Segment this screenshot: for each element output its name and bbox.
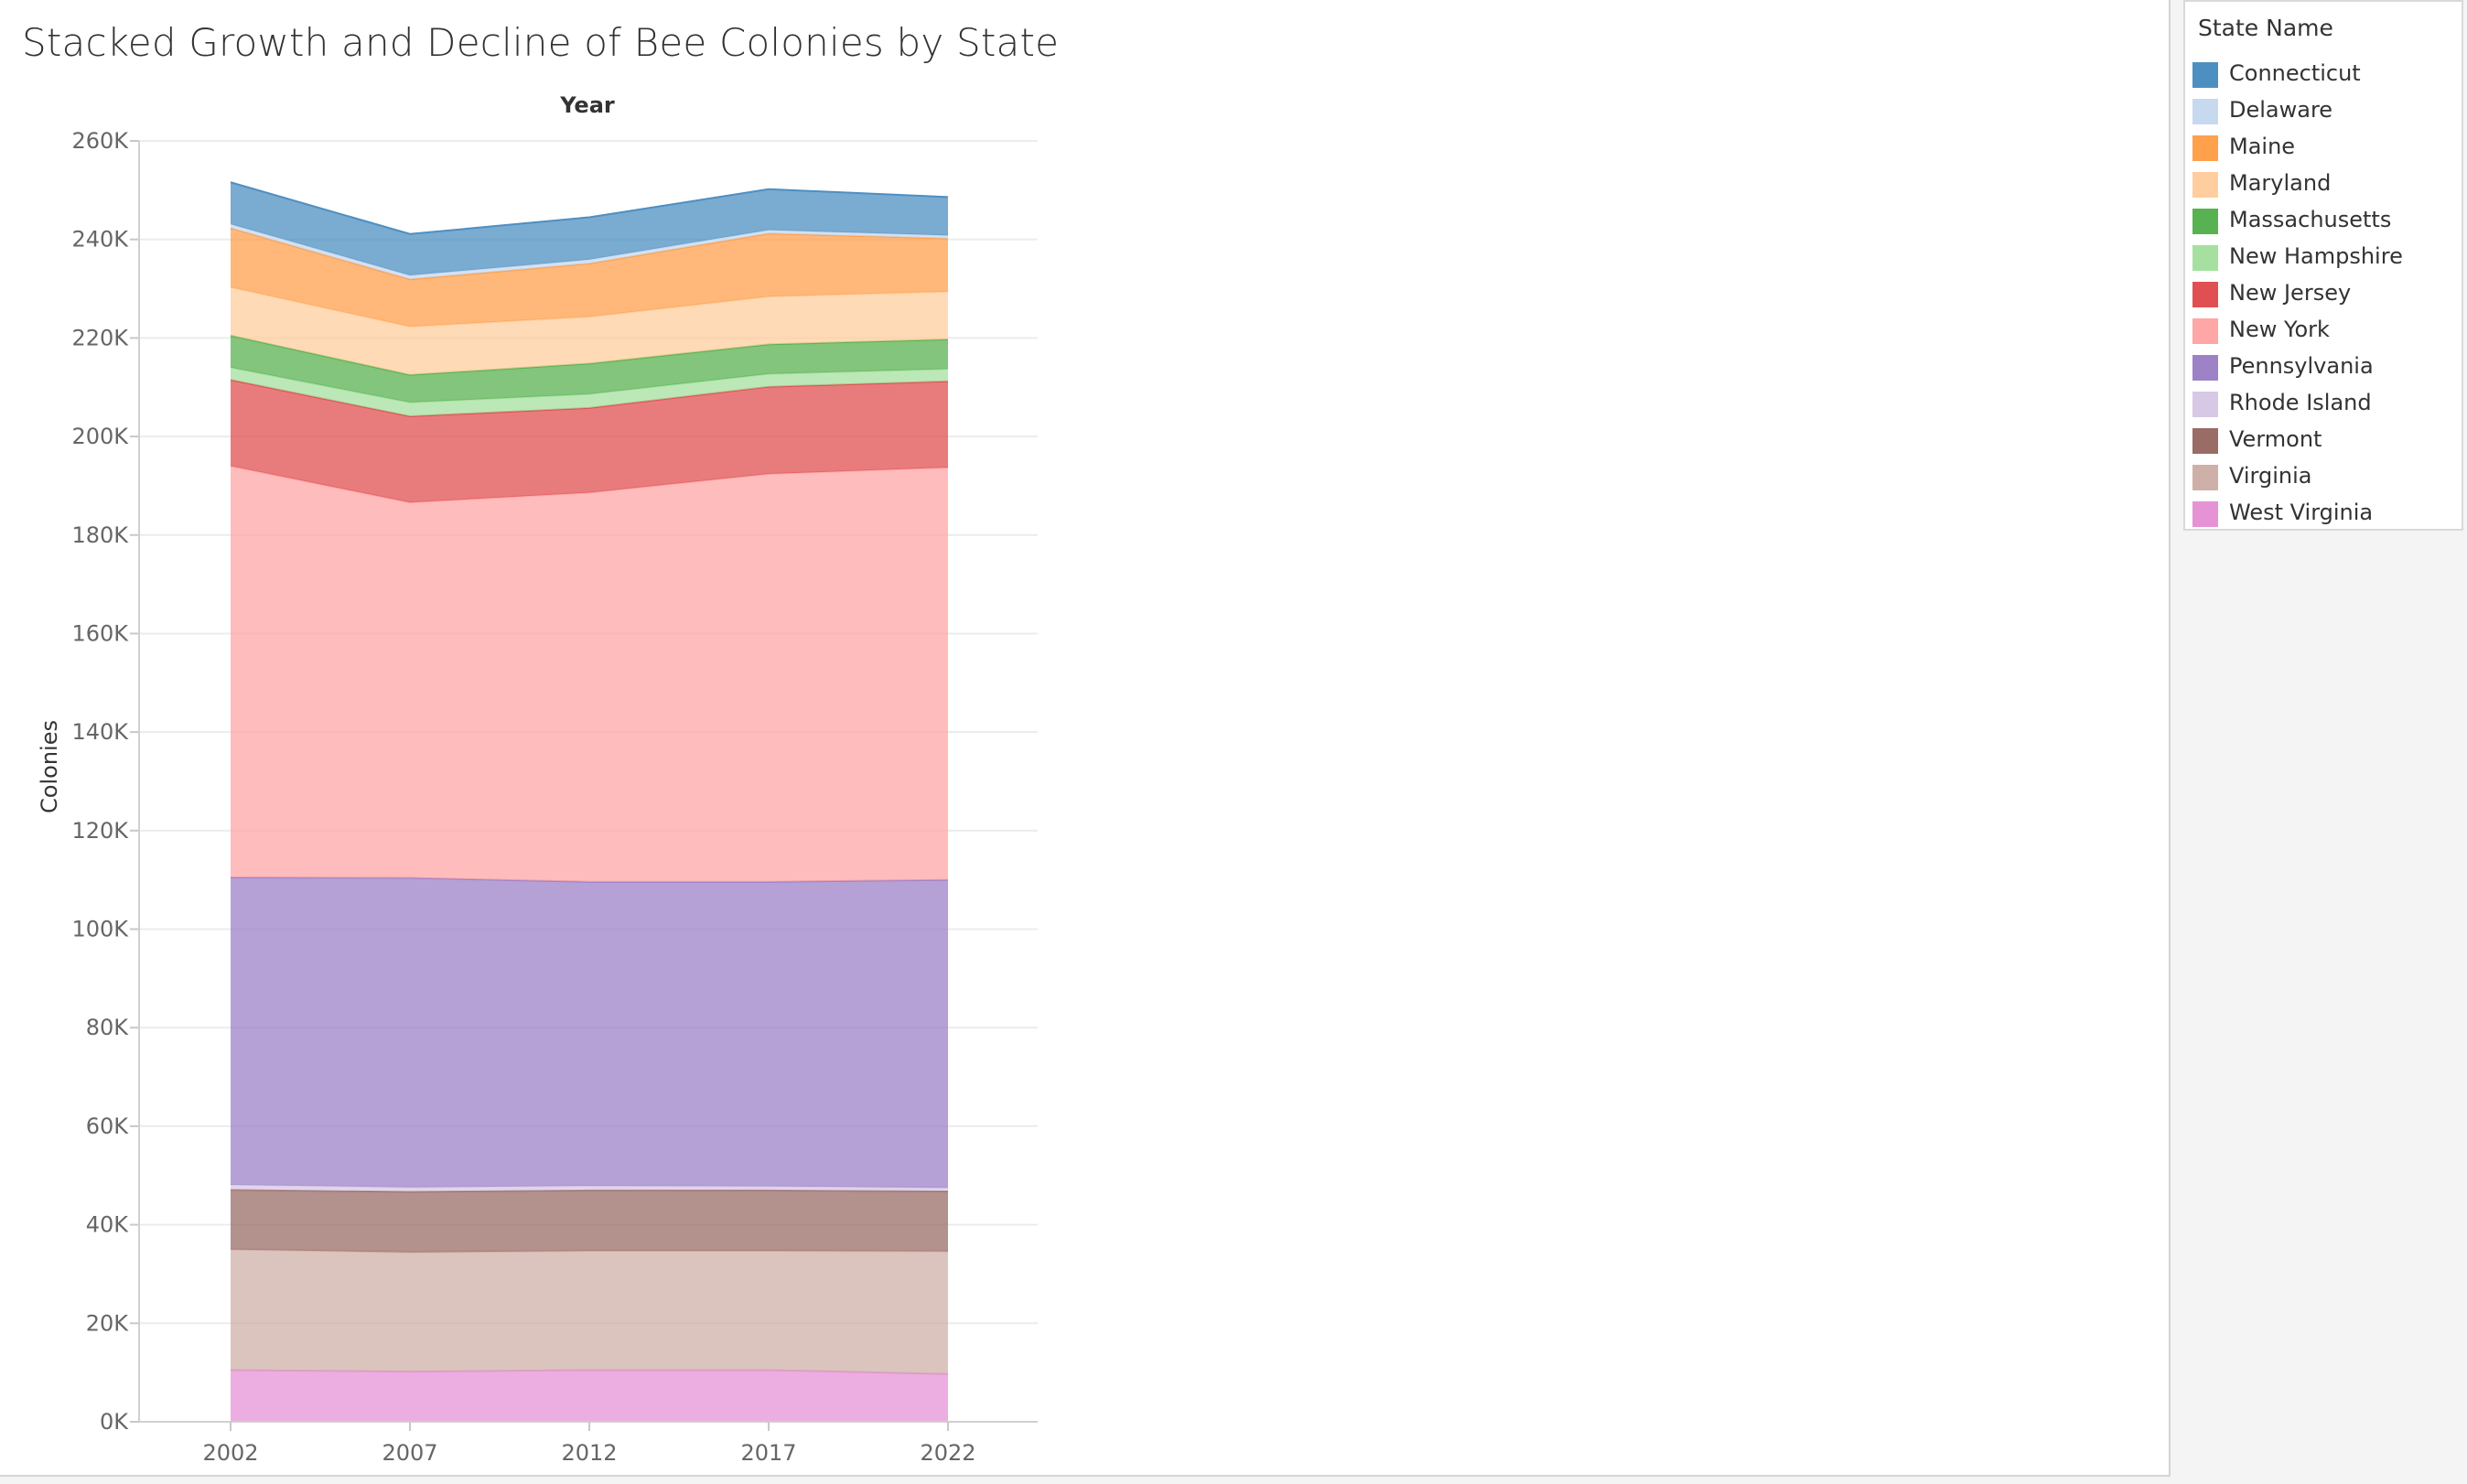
legend-item[interactable]: Virginia [2192, 461, 2458, 492]
legend-swatch [2192, 465, 2218, 490]
legend-item[interactable]: New Hampshire [2192, 242, 2458, 273]
axes: Year Colonies 0K 20K 40K 60K 80K 100K 120K 140K… [37, 92, 1038, 1466]
x-tick-label: 2007 [382, 1440, 437, 1466]
legend-item[interactable]: Vermont [2192, 425, 2458, 456]
legend-item[interactable]: Massachusetts [2192, 205, 2458, 236]
legend-title: State Name [2198, 15, 2333, 41]
legend-swatch [2192, 135, 2218, 161]
legend-swatch [2192, 245, 2218, 271]
legend-label: New Hampshire [2229, 243, 2403, 269]
legend-label: Massachusetts [2229, 207, 2392, 232]
x-tick-label: 2012 [561, 1440, 617, 1466]
legend-swatch [2192, 62, 2218, 88]
legend-label: Connecticut [2229, 60, 2361, 86]
legend-item[interactable]: Connecticut [2192, 59, 2458, 90]
legend-swatch [2192, 428, 2218, 454]
y-tick-label: 80K [86, 1015, 130, 1040]
legend-item[interactable]: Pennsylvania [2192, 351, 2458, 382]
area-massachusetts[interactable] [231, 335, 948, 403]
y-tick-label: 180K [71, 522, 129, 548]
legend-label: Maryland [2229, 170, 2332, 196]
area-west-virginia[interactable] [231, 1370, 948, 1422]
legend-item[interactable]: New Jersey [2192, 278, 2458, 309]
y-tick-label: 40K [86, 1212, 130, 1238]
x-tick-label: 2022 [920, 1440, 975, 1466]
x-tick-label: 2002 [202, 1440, 258, 1466]
legend-item[interactable]: West Virginia [2192, 498, 2458, 529]
area-connecticut[interactable] [231, 182, 948, 275]
legend-item[interactable]: Maine [2192, 132, 2458, 163]
legend-label: Pennsylvania [2229, 353, 2374, 379]
area-vermont[interactable] [231, 1189, 948, 1253]
y-tick-label: 120K [71, 818, 129, 844]
legend-label: Delaware [2229, 97, 2333, 123]
legend-label: Vermont [2229, 426, 2322, 452]
y-tick-label: 220K [71, 325, 129, 350]
legend: State Name Connecticut Delaware Maine Maryl… [2183, 0, 2463, 531]
x-tick-label: 2017 [740, 1440, 796, 1466]
legend-item[interactable]: Rhode Island [2192, 388, 2458, 419]
legend-swatch [2192, 318, 2218, 344]
worksheet: Stacked Growth and Decline of Bee Coloni… [0, 0, 2171, 1477]
area-new-york[interactable] [231, 466, 948, 882]
legend-swatch [2192, 392, 2218, 417]
y-tick-label: 140K [71, 719, 129, 745]
legend-label: Rhode Island [2229, 390, 2372, 415]
legend-item[interactable]: Delaware [2192, 95, 2458, 126]
y-tick-label: 260K [71, 128, 129, 154]
area-maine[interactable] [231, 228, 948, 327]
chart-title: Stacked Growth and Decline of Bee Coloni… [22, 20, 1060, 65]
legend-label: Virginia [2229, 463, 2312, 489]
y-tick-label: 200K [71, 424, 129, 449]
y-tick-label: 20K [86, 1310, 130, 1336]
y-tick-label: 100K [71, 917, 129, 942]
x-axis-title: Year [559, 92, 615, 118]
area-virginia[interactable] [231, 1249, 948, 1374]
y-tick-label: 160K [71, 620, 129, 646]
legend-label: West Virginia [2229, 500, 2374, 525]
y-tick-label: 0K [100, 1409, 129, 1435]
legend-swatch [2192, 209, 2218, 234]
legend-item[interactable]: Maryland [2192, 168, 2458, 199]
area-edge-connecticut [230, 181, 949, 235]
y-tick-label: 60K [86, 1113, 130, 1139]
legend-swatch [2192, 501, 2218, 527]
area-series [230, 181, 949, 1422]
legend-label: New Jersey [2229, 280, 2352, 306]
legend-swatch [2192, 355, 2218, 381]
stacked-area-chart: Year Colonies 0K 20K 40K 60K 80K 100K 120K 140K… [37, 92, 1038, 1466]
legend-swatch [2192, 282, 2218, 307]
legend-swatch [2192, 172, 2218, 198]
y-axis-title: Colonies [37, 720, 62, 813]
area-new-jersey[interactable] [231, 380, 948, 503]
legend-label: Maine [2229, 134, 2296, 159]
area-new-hampshire[interactable] [231, 367, 948, 416]
legend-label: New York [2229, 317, 2330, 342]
legend-swatch [2192, 99, 2218, 124]
legend-item[interactable]: New York [2192, 315, 2458, 346]
area-pennsylvania[interactable] [231, 877, 948, 1188]
area-maryland[interactable] [231, 286, 948, 375]
y-tick-label: 240K [71, 227, 129, 253]
